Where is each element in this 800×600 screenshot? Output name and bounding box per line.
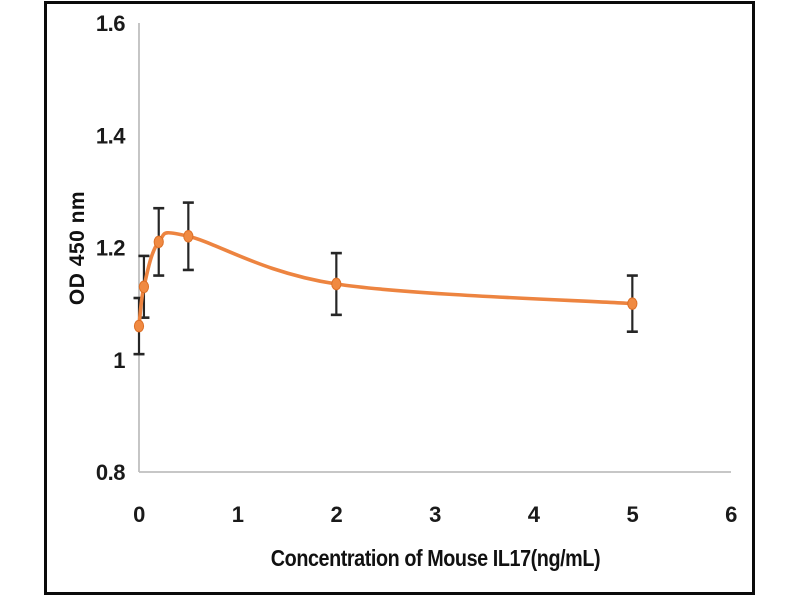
x-tick-label: 2 [330, 502, 342, 527]
y-tick-label: 1.6 [96, 11, 125, 36]
x-axis-title: Concentration of Mouse IL17(ng/mL) [270, 545, 600, 571]
x-axis-title-wrap: Concentration of Mouse IL17(ng/mL) [139, 545, 731, 572]
x-tick-label: 4 [528, 502, 541, 527]
data-point-marker [133, 319, 145, 333]
x-tick-label: 3 [429, 502, 441, 527]
data-point-marker [153, 235, 164, 249]
y-tick-label: 1.4 [96, 123, 126, 148]
y-axis-title: OD 450 nm [66, 190, 89, 306]
y-tick-label: 1.2 [96, 236, 125, 261]
x-tick-label: 6 [725, 502, 737, 527]
data-point-marker [331, 277, 342, 291]
data-point-marker [138, 280, 150, 294]
y-tick-label: 1 [113, 348, 125, 373]
x-tick-label: 0 [133, 502, 145, 527]
series-line [137, 230, 635, 328]
data-point-marker [183, 229, 194, 243]
x-tick-label: 5 [626, 502, 638, 527]
data-point-marker [627, 297, 638, 310]
x-tick-label: 1 [232, 502, 244, 527]
chart-frame [44, 1, 755, 595]
y-tick-label: 0.8 [96, 460, 125, 485]
